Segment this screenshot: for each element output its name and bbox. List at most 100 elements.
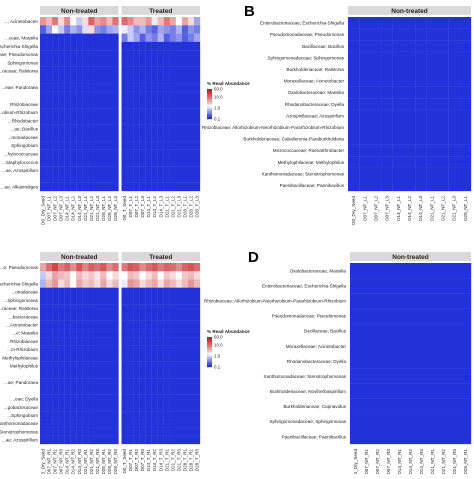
heatmap-cell	[448, 40, 460, 52]
column-label: D07_NT_L1	[362, 196, 367, 221]
heatmap-cell	[58, 386, 65, 395]
heatmap-cell	[169, 337, 176, 346]
heatmap-cell	[437, 51, 449, 64]
heatmap-cell	[106, 271, 113, 280]
heatmap-cell	[121, 91, 128, 101]
heatmap-cell	[426, 86, 438, 99]
heatmap-cell	[52, 124, 59, 134]
heatmap-cell	[52, 149, 59, 159]
row-label: Rhizobiaceae	[10, 102, 38, 107]
heatmap-cell	[181, 149, 189, 159]
heatmap-cell	[121, 369, 128, 379]
heatmap-cell	[449, 428, 461, 445]
heatmap-cell	[127, 394, 134, 404]
heatmap-cell	[372, 428, 384, 445]
heatmap-cell	[121, 394, 128, 404]
heatmap-cell	[359, 75, 371, 87]
heatmap-cell	[133, 328, 140, 338]
heatmap-cell	[106, 435, 113, 445]
heatmap-cell	[151, 108, 158, 117]
heatmap-cell	[127, 419, 134, 428]
heatmap-cell	[392, 63, 405, 76]
heatmap-cell	[94, 66, 101, 76]
heatmap-cell	[157, 345, 164, 354]
heatmap-cell	[64, 174, 71, 183]
heatmap-cell	[58, 361, 65, 371]
heatmap-cell	[112, 58, 119, 67]
legend-color-step	[207, 90, 212, 92]
heatmap-cell	[181, 25, 189, 34]
heatmap-cell	[359, 156, 371, 168]
heatmap-cell	[145, 353, 152, 362]
heatmap-cell	[46, 353, 53, 362]
heatmap-cell	[403, 167, 416, 180]
row-label: ...ae; Azospirillum	[2, 438, 38, 443]
heatmap-cell	[169, 419, 176, 428]
heatmap-cell	[383, 323, 395, 339]
column-label: D14_NT_R3	[77, 449, 82, 474]
heatmap-cell	[427, 293, 439, 309]
heatmap-cell	[133, 295, 140, 305]
heatmap-cell	[94, 435, 101, 445]
heatmap-cell	[40, 271, 47, 280]
heatmap-cell	[76, 149, 83, 159]
heatmap-cell	[193, 353, 201, 362]
heatmap-cell	[193, 133, 201, 142]
heatmap-cell	[58, 66, 65, 76]
heatmap-cell	[127, 166, 134, 175]
heatmap-cell	[151, 402, 158, 412]
heatmap-cell	[169, 304, 176, 313]
heatmap-cell	[169, 435, 176, 445]
column-label: D21_NT_R1	[83, 449, 88, 474]
legend-color-step	[207, 101, 212, 103]
heatmap-cell	[460, 383, 472, 399]
heatmap-cell	[175, 369, 183, 379]
heatmap-cell	[58, 435, 65, 445]
heatmap-cell	[193, 75, 201, 84]
heatmap-cell	[133, 345, 140, 354]
heatmap-cell	[151, 411, 158, 420]
heatmap-cell	[460, 323, 472, 339]
column-label: D07_NT_L1	[47, 196, 52, 221]
heatmap-cell	[82, 263, 89, 272]
heatmap-cell	[106, 386, 113, 395]
heatmap-cell	[88, 435, 95, 445]
heatmap-cell	[460, 368, 472, 384]
heatmap-cell	[127, 25, 134, 34]
heatmap-cell	[372, 323, 384, 339]
heatmap-cell	[169, 133, 176, 142]
heatmap-cell	[415, 133, 427, 145]
heatmap-cell	[448, 63, 460, 76]
heatmap-cell	[82, 25, 89, 34]
heatmap-cell	[187, 75, 195, 84]
heatmap-cell	[121, 337, 128, 346]
column-label: D14_NT_L2	[71, 196, 76, 221]
heatmap-cell	[64, 271, 71, 280]
heatmap-cell	[106, 304, 113, 313]
heatmap-cell	[169, 369, 176, 379]
column-label: D14_T_L3	[158, 196, 163, 218]
heatmap-cell	[151, 83, 158, 92]
heatmap-cell	[145, 66, 152, 76]
legend-color-step	[207, 357, 212, 359]
heatmap-cell	[40, 108, 47, 117]
heatmap-cell	[426, 144, 438, 157]
heatmap-cell	[175, 361, 183, 371]
heatmap-cell	[46, 133, 53, 142]
heatmap-cell	[157, 75, 164, 84]
heatmap-cell	[76, 83, 83, 92]
column-label: D14_NT_R1	[397, 449, 402, 474]
heatmap-cell	[133, 50, 140, 59]
heatmap-cell	[405, 338, 417, 354]
heatmap-cell	[133, 279, 140, 288]
heatmap-cell	[133, 402, 140, 412]
heatmap-cell	[181, 66, 189, 76]
heatmap-cell	[64, 141, 71, 150]
heatmap-cell	[381, 179, 393, 192]
heatmap-cell	[52, 287, 59, 297]
heatmap-cell	[415, 121, 427, 134]
heatmap-cell	[405, 353, 417, 369]
heatmap-cell	[100, 182, 107, 192]
heatmap-cell	[58, 83, 65, 92]
heatmap-cell	[426, 109, 438, 122]
